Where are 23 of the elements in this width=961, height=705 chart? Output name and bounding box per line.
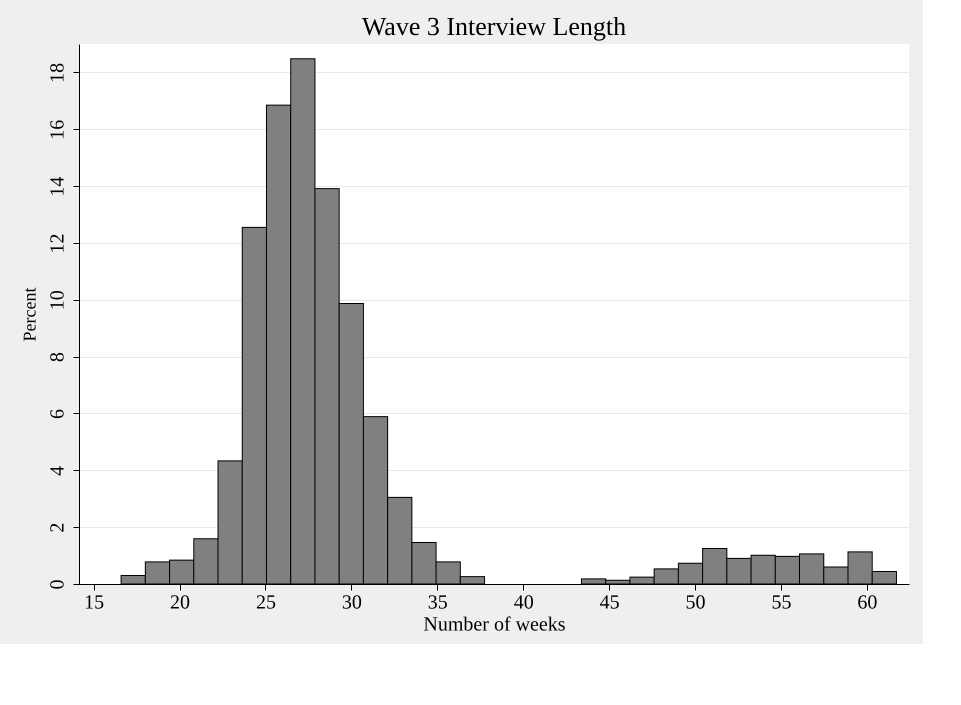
y-tick-label: 12 xyxy=(46,233,68,254)
x-tick-label: 35 xyxy=(428,592,448,614)
y-tick-label: 10 xyxy=(46,290,68,310)
x-tick-label: 25 xyxy=(256,592,276,614)
x-tick-label: 55 xyxy=(771,592,792,614)
y-tick-label: 4 xyxy=(46,466,68,476)
x-tick-label: 40 xyxy=(514,592,534,614)
y-tick-label: 16 xyxy=(46,120,68,140)
y-tick-label: 2 xyxy=(46,522,68,533)
x-tick-label: 45 xyxy=(600,592,620,614)
y-tick-label: 18 xyxy=(46,62,68,83)
x-tick-label: 30 xyxy=(342,592,362,614)
y-tick-label: 6 xyxy=(46,408,68,419)
y-tick-label: 8 xyxy=(46,352,68,362)
x-tick-label: 60 xyxy=(857,592,878,614)
y-tick-label: 14 xyxy=(46,176,68,197)
x-tick-label: 20 xyxy=(170,592,190,614)
chart-title: Wave 3 Interview Length xyxy=(362,12,626,41)
x-tick-label: 15 xyxy=(84,592,104,614)
y-tick-label: 0 xyxy=(46,580,68,590)
x-axis-title: Number of weeks xyxy=(423,614,566,636)
x-tick-label: 50 xyxy=(686,592,706,614)
y-axis-title: Percent xyxy=(20,288,40,342)
